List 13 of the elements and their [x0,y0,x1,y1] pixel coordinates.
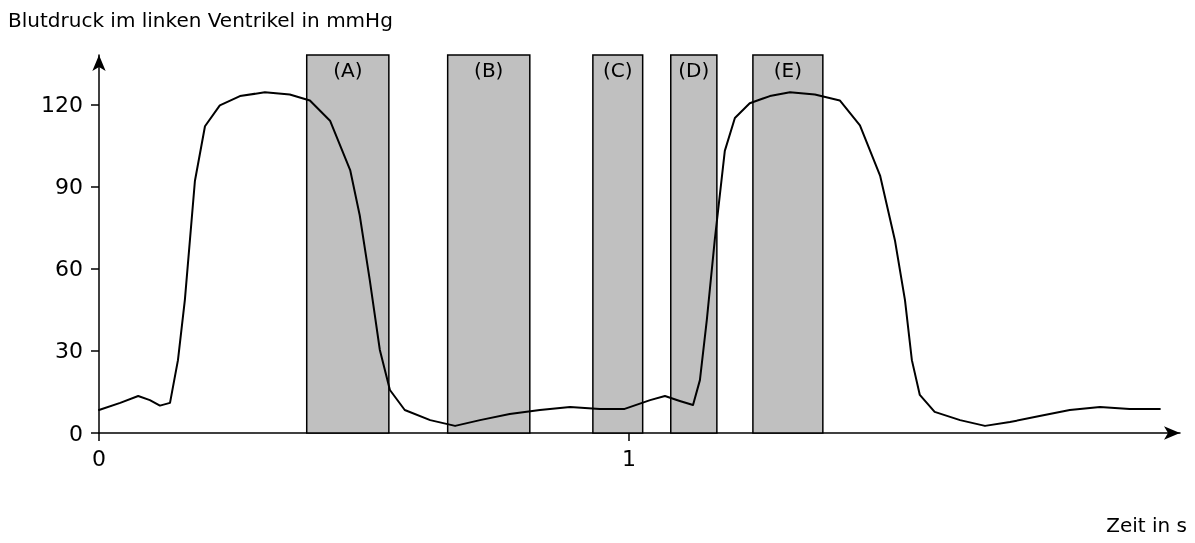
x-axis-title: Zeit in s [1106,513,1188,537]
y-axis-title: Blutdruck im linken Ventrikel in mmHg [8,8,393,32]
band-label: (B) [474,58,504,83]
y-tick-label: 120 [41,91,83,117]
band-label: (A) [333,58,363,83]
y-tick-label: 30 [55,338,83,364]
y-tick-label: 0 [69,420,83,446]
band-label: (C) [602,58,633,83]
band-label: (E) [773,58,802,83]
band-label: (D) [678,58,710,83]
y-tick-label: 60 [55,256,83,282]
x-tick-label: 1 [621,445,636,471]
y-tick-label: 90 [55,173,83,199]
